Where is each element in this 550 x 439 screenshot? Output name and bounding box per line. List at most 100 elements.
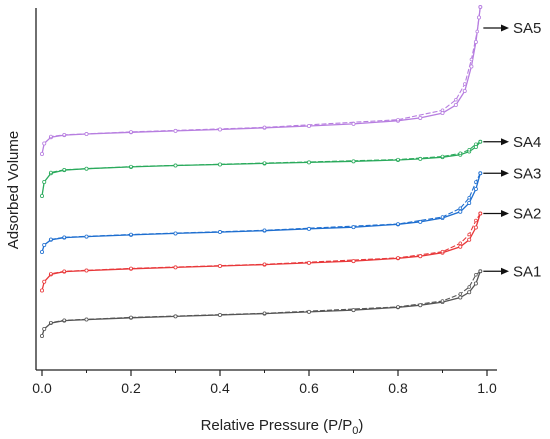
adsorption-curve-sa1 <box>41 271 481 337</box>
series-label-sa1: SA1 <box>513 263 541 280</box>
data-point <box>42 326 47 331</box>
data-point <box>173 265 178 270</box>
data-point <box>306 160 311 165</box>
data-point <box>306 124 311 129</box>
data-point <box>462 89 467 94</box>
data-point <box>84 132 89 137</box>
data-point <box>458 151 463 156</box>
label-arrowhead-sa2 <box>501 210 509 217</box>
data-point <box>306 260 311 265</box>
data-point <box>440 108 445 112</box>
data-point <box>418 303 423 308</box>
data-point <box>62 269 66 274</box>
desorption-curve-sa3 <box>50 173 481 240</box>
data-point <box>474 180 478 184</box>
data-point <box>469 64 474 69</box>
x-axis-title-end: ) <box>358 417 363 434</box>
data-point <box>173 314 178 319</box>
adsorption-curve-sa4 <box>41 141 481 197</box>
label-arrowhead-sa1 <box>501 267 509 275</box>
data-point <box>458 292 463 296</box>
data-point <box>474 142 478 146</box>
data-point <box>467 232 471 237</box>
data-point <box>467 285 471 289</box>
data-point <box>129 266 133 271</box>
data-point <box>453 103 458 108</box>
data-point <box>467 200 472 205</box>
x-tick-label: 0.8 <box>388 380 408 396</box>
data-point <box>42 179 47 184</box>
series-label-sa2: SA2 <box>513 206 541 223</box>
x-axis-title: Relative Pressure (P/P0) <box>201 417 364 437</box>
adsorption-curve-sa2 <box>41 213 481 291</box>
data-point <box>42 242 47 247</box>
data-point <box>217 230 222 235</box>
x-tick-label: 1.0 <box>477 380 497 396</box>
data-point <box>458 295 463 300</box>
series-sa1 <box>40 269 483 338</box>
data-point <box>396 117 400 122</box>
data-point <box>173 163 178 168</box>
data-point <box>40 193 45 198</box>
data-point <box>40 288 45 293</box>
desorption-curve-sa5 <box>50 6 481 138</box>
data-point <box>217 162 222 167</box>
data-point <box>42 141 47 146</box>
series-sa4 <box>40 139 483 198</box>
data-point <box>478 171 483 176</box>
data-point <box>84 234 89 239</box>
data-point <box>440 154 445 159</box>
x-tick-label: 0.6 <box>299 380 319 396</box>
data-point <box>84 268 89 273</box>
data-point <box>474 218 478 223</box>
data-point <box>458 209 463 214</box>
data-point <box>217 263 222 268</box>
data-point <box>49 271 53 276</box>
y-axis-title: Adsorbed Volume <box>5 131 22 249</box>
data-point <box>49 134 53 139</box>
data-point <box>478 5 483 9</box>
data-point <box>351 225 356 230</box>
series-sa3 <box>40 171 483 254</box>
series-label-sa3: SA3 <box>513 165 541 182</box>
data-point <box>262 311 267 316</box>
data-point <box>396 222 400 226</box>
data-point <box>262 228 267 233</box>
data-point <box>418 254 423 259</box>
x-tick-label: 0.0 <box>32 380 52 396</box>
data-point <box>478 211 483 216</box>
data-point <box>351 259 356 264</box>
data-point <box>467 148 471 152</box>
x-ticks: 0.0 0.2 0.4 0.6 0.8 1.0 <box>32 370 497 396</box>
data-point <box>418 156 423 161</box>
x-axis-title-sub: 0 <box>352 425 358 437</box>
data-point <box>40 333 45 338</box>
data-point <box>62 235 66 240</box>
data-point <box>173 231 178 236</box>
data-point <box>62 318 66 323</box>
data-point <box>306 226 311 231</box>
data-point <box>217 127 222 132</box>
data-point <box>262 262 267 267</box>
data-point <box>129 164 133 169</box>
data-point <box>440 249 445 254</box>
label-arrowhead-sa3 <box>501 169 509 177</box>
data-point <box>306 309 311 314</box>
adsorption-curve-sa3 <box>41 173 481 253</box>
series-sa5 <box>40 5 483 156</box>
data-point <box>467 237 472 242</box>
data-point <box>129 130 133 134</box>
data-point <box>49 237 53 242</box>
data-point <box>396 256 400 260</box>
adsorption-curve-sa5 <box>41 6 481 155</box>
data-point <box>454 97 458 102</box>
data-point <box>351 121 356 126</box>
data-point <box>473 225 478 230</box>
data-point <box>478 140 483 144</box>
data-point <box>40 249 45 254</box>
data-point <box>42 279 47 284</box>
data-point <box>217 312 222 317</box>
data-point <box>262 161 267 165</box>
data-point <box>129 232 133 237</box>
